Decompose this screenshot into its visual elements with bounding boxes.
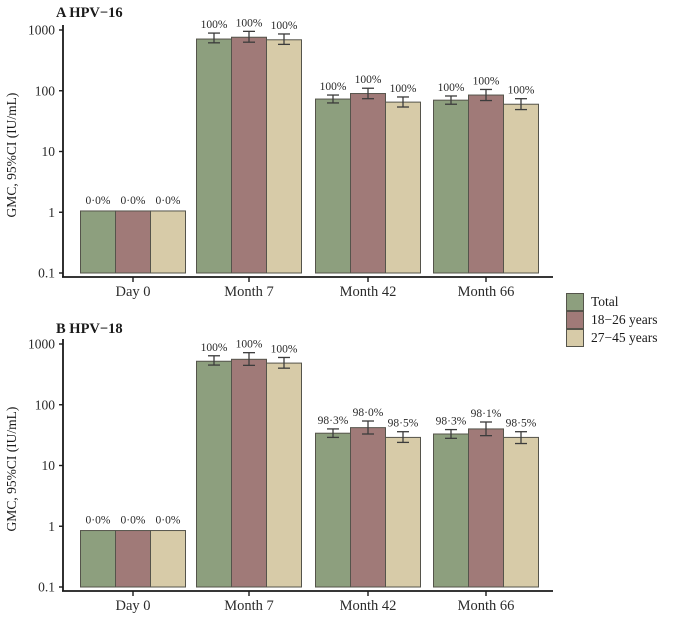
bar-percent-label: 0·0% [121, 515, 146, 527]
panel-a-y-axis-label: GMC, 95%CI (IU/mL) [4, 93, 19, 218]
x-tick-label: Month 7 [224, 598, 274, 614]
bar-percent-label: 98·5% [388, 418, 419, 430]
x-tick-label: Day 0 [115, 284, 150, 300]
panel-a-hpv16-chart: A HPV−16 GMC, 95%CI (IU/mL) 1000 100 10 1 0.… [4, 5, 553, 300]
x-tick-label: Month 42 [340, 598, 397, 614]
legend-swatch-18-26-years [566, 311, 584, 329]
bar-percent-label: 100% [201, 342, 228, 354]
bar [266, 362, 302, 588]
bar [468, 428, 504, 588]
bar [503, 436, 539, 588]
bar [350, 93, 386, 274]
bar [433, 433, 469, 588]
bar [385, 436, 421, 588]
bar [468, 94, 504, 274]
y-tick-label: 1 [48, 519, 55, 534]
bar [150, 210, 186, 274]
bar [503, 103, 539, 274]
bar [196, 38, 232, 274]
bar-percent-label: 100% [271, 343, 298, 355]
legend-swatch-27-45-years [566, 329, 584, 347]
legend-item-27-45-years: 27−45 years [566, 329, 657, 347]
y-tick-label: 1000 [28, 23, 55, 38]
legend-item-total: Total [566, 293, 657, 311]
bar [150, 530, 186, 588]
legend-item-18-26-years: 18−26 years [566, 311, 657, 329]
bar [385, 101, 421, 274]
panel-a-plot-area: 1000 100 10 1 0.1 Day 0 0·0% 0·0% 0·0% Month 7 100… [28, 17, 553, 300]
bar [315, 432, 351, 588]
bar [115, 210, 151, 274]
bar-percent-label: 0·0% [156, 515, 181, 527]
bar [266, 39, 302, 274]
bar-percent-label: 100% [236, 339, 263, 351]
x-tick-label: Day 0 [115, 598, 150, 614]
bar-percent-label: 100% [473, 75, 500, 87]
x-tick-label: Month 66 [458, 598, 515, 614]
bar [231, 36, 267, 274]
bar-percent-label: 98·3% [318, 415, 349, 427]
bar [115, 530, 151, 588]
bar-percent-label: 98·0% [353, 407, 384, 419]
panel-b-plot-area: 1000 100 10 1 0.1 Day 0 0·0% 0·0% 0·0% Month 7 100… [28, 337, 553, 614]
bar-percent-label: 100% [508, 85, 535, 97]
bar-percent-label: 98·1% [471, 408, 502, 420]
bar-percent-label: 100% [355, 74, 382, 86]
bar-percent-label: 98·3% [436, 416, 467, 428]
x-tick-label: Month 7 [224, 284, 274, 300]
bar [231, 358, 267, 588]
bar-percent-label: 0·0% [86, 515, 111, 527]
panel-b-hpv18-chart: B HPV−18 GMC, 95%CI (IU/mL) 1000 100 10 1 0.… [4, 321, 553, 614]
bar-percent-label: 100% [201, 19, 228, 31]
y-tick-label: 1000 [28, 337, 55, 352]
bar [433, 99, 469, 274]
y-tick-label: 10 [42, 458, 56, 473]
bar [350, 427, 386, 588]
legend: Total 18−26 years 27−45 years [566, 293, 657, 347]
bar-percent-label: 98·5% [506, 418, 537, 430]
bar [80, 210, 116, 274]
bar [80, 530, 116, 588]
panel-b-y-axis-label: GMC, 95%CI (IU/mL) [4, 407, 19, 532]
bar-percent-label: 100% [236, 17, 263, 29]
bar-percent-label: 100% [320, 81, 347, 93]
y-tick-label: 100 [35, 83, 56, 98]
bar-percent-label: 100% [438, 82, 465, 94]
y-tick-label: 0.1 [38, 266, 55, 281]
bar-percent-label: 100% [390, 83, 417, 95]
y-tick-label: 1 [48, 205, 55, 220]
y-tick-label: 100 [35, 397, 56, 412]
x-tick-label: Month 66 [458, 284, 515, 300]
x-tick-label: Month 42 [340, 284, 397, 300]
legend-label-18-26-years: 18−26 years [591, 312, 658, 327]
bar-percent-label: 0·0% [121, 195, 146, 207]
panel-a-title: A HPV−16 [56, 5, 123, 21]
bar-percent-label: 0·0% [86, 195, 111, 207]
legend-swatch-total [566, 293, 584, 311]
bar-percent-label: 0·0% [156, 195, 181, 207]
y-tick-label: 10 [42, 144, 56, 159]
y-tick-label: 0.1 [38, 580, 55, 595]
bar [315, 98, 351, 274]
panel-b-title: B HPV−18 [56, 321, 123, 337]
bar-percent-label: 100% [271, 20, 298, 32]
legend-label-27-45-years: 27−45 years [591, 330, 658, 345]
bar [196, 360, 232, 588]
legend-label-total: Total [591, 294, 619, 309]
